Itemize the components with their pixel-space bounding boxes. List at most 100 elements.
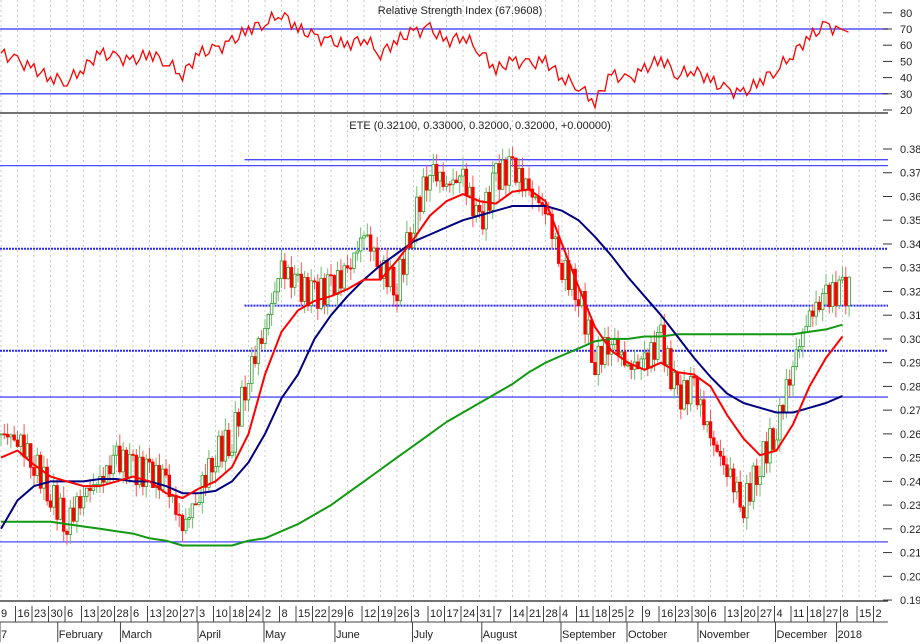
candle-up	[111, 454, 115, 475]
candle-up	[619, 351, 624, 356]
date-tick-label: 7	[496, 608, 502, 620]
date-tick-label: 27	[826, 608, 838, 620]
candle-down	[157, 465, 162, 491]
date-tick-label: 15	[298, 608, 310, 620]
candle-down	[164, 468, 168, 476]
candle-down	[725, 464, 729, 478]
candle-down	[557, 236, 561, 264]
price-tick-label: 0.30	[900, 334, 920, 346]
candle-down	[32, 466, 36, 476]
candle-up	[292, 273, 297, 288]
date-tick-label: 16	[661, 608, 673, 620]
candle-down	[527, 178, 531, 190]
candle-up	[42, 466, 46, 489]
date-tick-label: 2	[876, 608, 882, 620]
candle-up	[68, 507, 72, 535]
month-label: 2018	[838, 629, 862, 641]
date-tick-label: 27	[760, 608, 772, 620]
date-tick-label: 9	[1, 608, 7, 620]
price-tick-label: 0.25	[900, 453, 920, 465]
candle-up	[19, 434, 23, 447]
price-panel: ETE (0.32100, 0.33000, 0.32000, 0.32000,…	[0, 120, 888, 547]
price-tick-label: 0.21	[900, 548, 920, 560]
candle-down	[180, 514, 185, 532]
price-title: ETE (0.32100, 0.33000, 0.32000, 0.32000,…	[349, 120, 610, 132]
axes: 20 30 40 50 60 70 80 0.19 0.20 0.21 0.22 0.23 0.24 0.…	[0, 8, 920, 642]
month-label: December	[777, 629, 828, 641]
price-tick-label: 0.24	[900, 476, 920, 488]
date-tick-label: 11	[579, 608, 590, 620]
candle-down	[339, 270, 343, 289]
price-tick-label: 0.35	[900, 215, 920, 227]
candle-down	[147, 458, 152, 463]
candle-up	[114, 445, 119, 456]
candle-up	[197, 502, 201, 505]
candle-down	[177, 514, 181, 516]
price-tick-label: 0.28	[900, 381, 920, 393]
candle-up	[642, 352, 647, 360]
month-label: 7	[1, 629, 7, 641]
price-tick-label: 0.31	[900, 310, 920, 322]
candle-down	[118, 445, 122, 473]
candle-down	[395, 294, 399, 302]
candle-down	[65, 530, 69, 535]
date-tick-label: 8	[843, 608, 849, 620]
candle-down	[349, 267, 353, 270]
candle-down	[629, 364, 633, 370]
candle-up	[507, 156, 511, 186]
candle-up	[325, 274, 330, 305]
candle-down	[477, 204, 482, 213]
date-tick-label: 19	[381, 608, 393, 620]
candle-down	[299, 273, 303, 302]
candle-up	[256, 338, 261, 364]
ma-mid-line	[0, 205, 843, 530]
ma-long-line	[1, 323, 843, 547]
candle-down	[71, 507, 76, 522]
date-tick-label: 6	[67, 608, 73, 620]
candle-down	[504, 159, 508, 186]
candle-up	[319, 277, 323, 309]
price-tick-label: 0.38	[900, 144, 920, 156]
candle-down	[210, 458, 214, 473]
date-tick-label: 18	[595, 608, 607, 620]
date-tick-label: 20	[166, 608, 178, 620]
candle-down	[708, 421, 713, 439]
candle-up	[794, 349, 798, 368]
price-tick-label: 0.36	[900, 191, 920, 203]
candle-up	[154, 465, 158, 488]
candle-down	[418, 196, 422, 213]
candle-up	[656, 331, 660, 360]
candle-up	[784, 379, 789, 413]
date-tick-label: 8	[282, 608, 288, 620]
candle-down	[243, 386, 247, 401]
candle-down	[174, 494, 178, 515]
candle-down	[781, 404, 785, 413]
candle-down	[134, 454, 138, 486]
rsi-tick-label: 80	[900, 8, 912, 20]
candle-down	[497, 163, 501, 190]
candle-down	[471, 186, 475, 217]
candle-up	[398, 258, 402, 302]
candle-up	[672, 371, 676, 390]
candle-up	[689, 375, 693, 405]
candle-down	[788, 379, 792, 386]
candle-up	[121, 449, 125, 473]
date-tick-label: 31	[480, 608, 492, 620]
candle-up	[500, 159, 505, 190]
candle-down	[540, 202, 544, 206]
candle-down	[481, 211, 485, 230]
candle-down	[817, 301, 822, 311]
price-tick-label: 0.23	[900, 500, 920, 512]
candle-up	[230, 451, 234, 457]
candle-up	[365, 234, 369, 237]
candle-up	[91, 484, 96, 491]
candle-down	[599, 345, 604, 365]
month-label: November	[699, 629, 750, 641]
date-tick-label: 12	[364, 608, 376, 620]
candle-down	[345, 265, 350, 269]
month-label: February	[59, 629, 104, 641]
candle-up	[75, 496, 79, 522]
candle-up	[698, 399, 703, 406]
candle-up	[246, 383, 251, 401]
candle-down	[675, 371, 680, 386]
